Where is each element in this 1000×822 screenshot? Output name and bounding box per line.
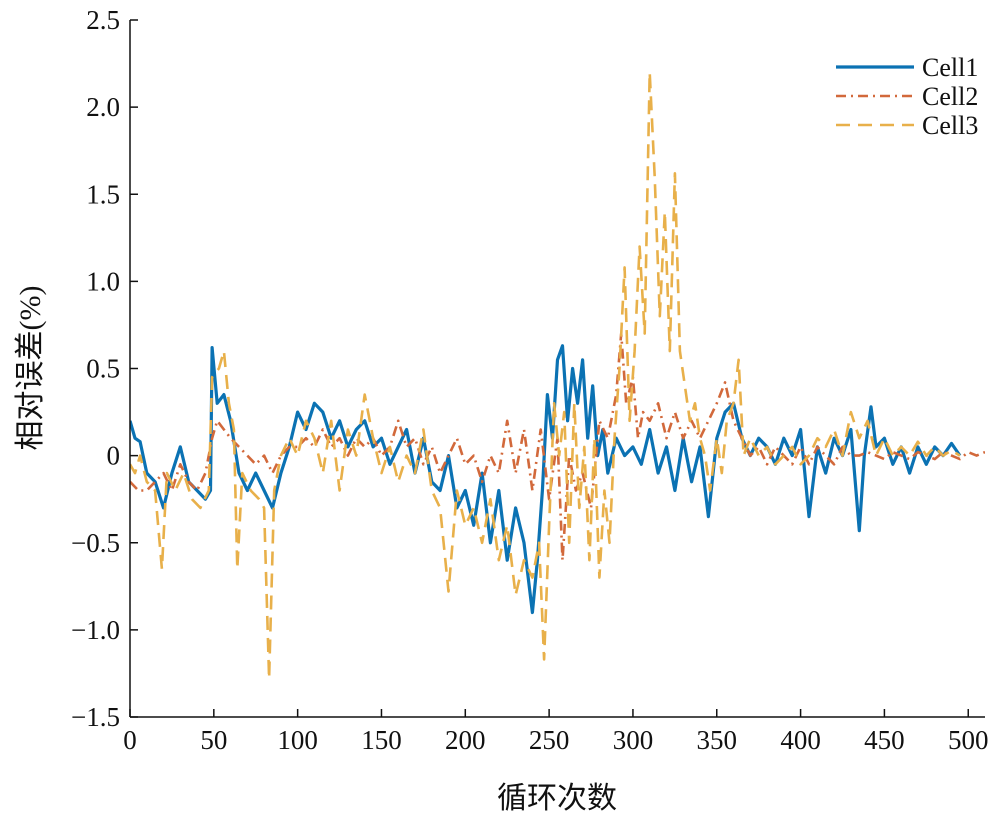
y-tick-label: −1.5: [71, 702, 120, 732]
x-tick-label: 350: [697, 725, 738, 755]
x-tick-label: 250: [529, 725, 570, 755]
series-layer: [130, 71, 985, 680]
y-axis-title: 相对误差(%): [14, 286, 47, 451]
y-tick-label: −1.0: [71, 615, 120, 645]
x-tick-label: 0: [123, 725, 137, 755]
y-tick-label: 0: [107, 441, 121, 471]
series-line-cell1: [130, 344, 962, 615]
x-tick-label: 450: [864, 725, 905, 755]
x-tick-label: 400: [780, 725, 821, 755]
tick-labels: 0 50 100 150 200 250 300 350 400 450 500 −1.5 −1.0 −0…: [71, 5, 988, 755]
legend-label-cell2: Cell2: [922, 82, 978, 111]
x-tick-label: 200: [445, 725, 486, 755]
y-tick-label: 2.5: [86, 5, 120, 35]
axes: [129, 19, 985, 718]
y-tick-label: 1.5: [86, 179, 120, 209]
legend-label-cell3: Cell3: [922, 111, 978, 140]
legend-label-cell1: Cell1: [922, 53, 978, 82]
x-tick-label: 50: [200, 725, 227, 755]
y-tick-label: 1.0: [86, 266, 120, 296]
y-tick-label: 2.0: [86, 92, 120, 122]
series-line-cell2: [130, 332, 985, 562]
x-tick-label: 500: [948, 725, 989, 755]
y-tick-label: −0.5: [71, 528, 120, 558]
y-tick-label: 0.5: [86, 354, 120, 384]
x-tick-label: 100: [277, 725, 318, 755]
x-axis-title: 循环次数: [497, 782, 617, 815]
series-line-cell3: [130, 71, 961, 680]
x-tick-label: 150: [361, 725, 402, 755]
x-tick-label: 300: [613, 725, 654, 755]
